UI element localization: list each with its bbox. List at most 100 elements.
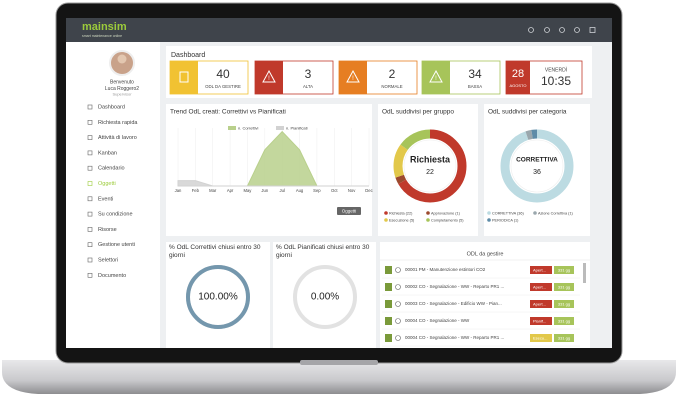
gauge-title-box: % OdL Pianificati chiusi entro 30 giorni — [276, 244, 370, 259]
donut-inner — [510, 139, 564, 193]
row-action[interactable] — [385, 334, 392, 342]
logo: mainsim — [82, 21, 127, 33]
menu-item[interactable]: Kanban — [98, 150, 117, 156]
row-user-icon — [395, 267, 401, 273]
kpi-icon-box — [255, 61, 283, 94]
list-title: ODL da gestire — [467, 251, 504, 257]
x-tick-label: May — [243, 188, 252, 193]
row-code[interactable]: 00003 CO - Segnalazione - Edificio WW - … — [405, 301, 502, 306]
menu-item[interactable]: Su condizione — [98, 212, 133, 218]
menu-icon — [87, 165, 93, 171]
row-status: Pianif... — [533, 318, 546, 323]
oggetti-button-label[interactable]: Oggetti — [342, 208, 357, 213]
legend-dot — [487, 211, 491, 215]
row-code[interactable]: 00004 CO - Segnalazione - WW - Reparto P… — [405, 335, 504, 340]
kpi-label: NORMALE — [381, 84, 402, 89]
legend-swatch — [276, 126, 284, 130]
donut-slice — [393, 129, 467, 203]
x-tick-label: Jan — [175, 188, 182, 193]
row-action[interactable] — [385, 317, 392, 325]
sidebar — [66, 42, 160, 348]
gauge-value: 0.00% — [311, 292, 339, 303]
oggetti-button[interactable] — [337, 207, 361, 215]
kpi-icon — [346, 69, 360, 83]
row-user-icon — [395, 335, 401, 341]
kpi-label: ODL DA GESTIRE — [205, 84, 241, 89]
donut-center-value: 22 — [426, 169, 434, 176]
category-title: OdL suddivisi per categoria — [488, 109, 567, 116]
menu-item[interactable]: Eventi — [98, 196, 113, 202]
kpi-icon — [179, 71, 189, 83]
row-status: Esecu... — [533, 335, 547, 340]
user-role: Supervisor — [112, 92, 132, 97]
menu-item[interactable]: Richiesta rapida — [98, 120, 138, 126]
menu-icon — [87, 104, 93, 110]
menu-item[interactable]: Calendario — [98, 166, 125, 172]
menu-icon — [87, 227, 93, 232]
row-action[interactable] — [385, 266, 392, 274]
legend-label: Azione Correttiva (1) — [538, 211, 574, 215]
row-action[interactable] — [385, 300, 392, 308]
kpi-icon-mark: ! — [352, 76, 354, 82]
menu-icon — [87, 242, 93, 247]
donut-slice — [393, 129, 467, 203]
donut-center-label: CORRETTIVA — [516, 157, 558, 164]
gauge-panel — [166, 242, 270, 348]
row-code[interactable]: 00001 PM - Manutenzione estintori CO2 — [405, 267, 486, 272]
donut-inner — [403, 139, 457, 193]
legend-dot — [426, 218, 430, 222]
row-user-icon — [395, 301, 401, 307]
donut-slice — [500, 129, 574, 203]
legend-dot — [533, 211, 537, 215]
legend-label: Approvazione (1) — [431, 211, 461, 215]
gauge-title: % OdL Pianificati chiusi entro 30 giorni — [276, 244, 370, 259]
x-tick-label: Oct — [331, 188, 338, 193]
tagline: smart maintenance online — [82, 34, 122, 38]
row-status: Apert... — [533, 267, 546, 272]
kpi-icon — [429, 69, 443, 83]
x-tick-label: Mar — [209, 188, 217, 193]
menu-item[interactable]: Documento — [98, 273, 126, 279]
gauge-panel — [273, 242, 376, 348]
gauge-track — [293, 265, 357, 329]
row-days: 331 gg — [558, 335, 570, 340]
date-weekday: VENERDÌ — [545, 66, 568, 73]
menu-icon — [87, 181, 93, 186]
menu-icon — [87, 196, 93, 202]
menu-item[interactable]: Oggetti — [98, 181, 116, 187]
kpi-value: 2 — [389, 67, 396, 81]
donut-center-label: Richiesta — [410, 154, 451, 164]
legend-label: CORRETTIVA (36) — [492, 211, 525, 215]
row-action[interactable] — [385, 283, 392, 291]
menu-icon — [87, 150, 93, 156]
x-tick-label: Nov — [348, 188, 356, 193]
row-days-badge — [554, 266, 574, 274]
x-tick-label: Apr — [227, 188, 234, 193]
menu-item[interactable]: Dashboard — [98, 104, 125, 110]
group-title: OdL suddivisi per gruppo — [382, 109, 454, 116]
row-days: 331 gg — [558, 301, 570, 306]
laptop-base — [2, 360, 676, 394]
menu-item[interactable]: Gestione utenti — [98, 242, 135, 248]
kpi-icon-box — [339, 61, 367, 94]
x-tick-label: Dec — [365, 188, 372, 193]
menu-item[interactable]: Risorse — [98, 227, 117, 233]
menu-item[interactable]: Selettori — [98, 257, 118, 263]
legend-label: Richiesta (22) — [389, 211, 413, 215]
x-tick-label: Sep — [313, 188, 321, 193]
row-days: 331 gg — [558, 284, 570, 289]
legend-label: Esecuzione (5) — [389, 218, 415, 222]
row-status-badge — [530, 283, 552, 291]
menu-icon — [87, 272, 93, 278]
row-days-badge — [554, 317, 574, 325]
scrollbar — [583, 263, 586, 283]
kpi-icon-box — [170, 61, 198, 94]
date-box — [506, 61, 530, 94]
row-code[interactable]: 00004 CO - Segnalazione - WW — [405, 318, 470, 323]
row-user-icon — [395, 284, 401, 290]
row-days-badge — [554, 334, 574, 342]
menu-icon — [87, 135, 93, 140]
row-code[interactable]: 00002 CO - Segnalazione - WW - Reparto P… — [405, 284, 504, 289]
menu-item[interactable]: Attività di lavoro — [98, 135, 137, 141]
